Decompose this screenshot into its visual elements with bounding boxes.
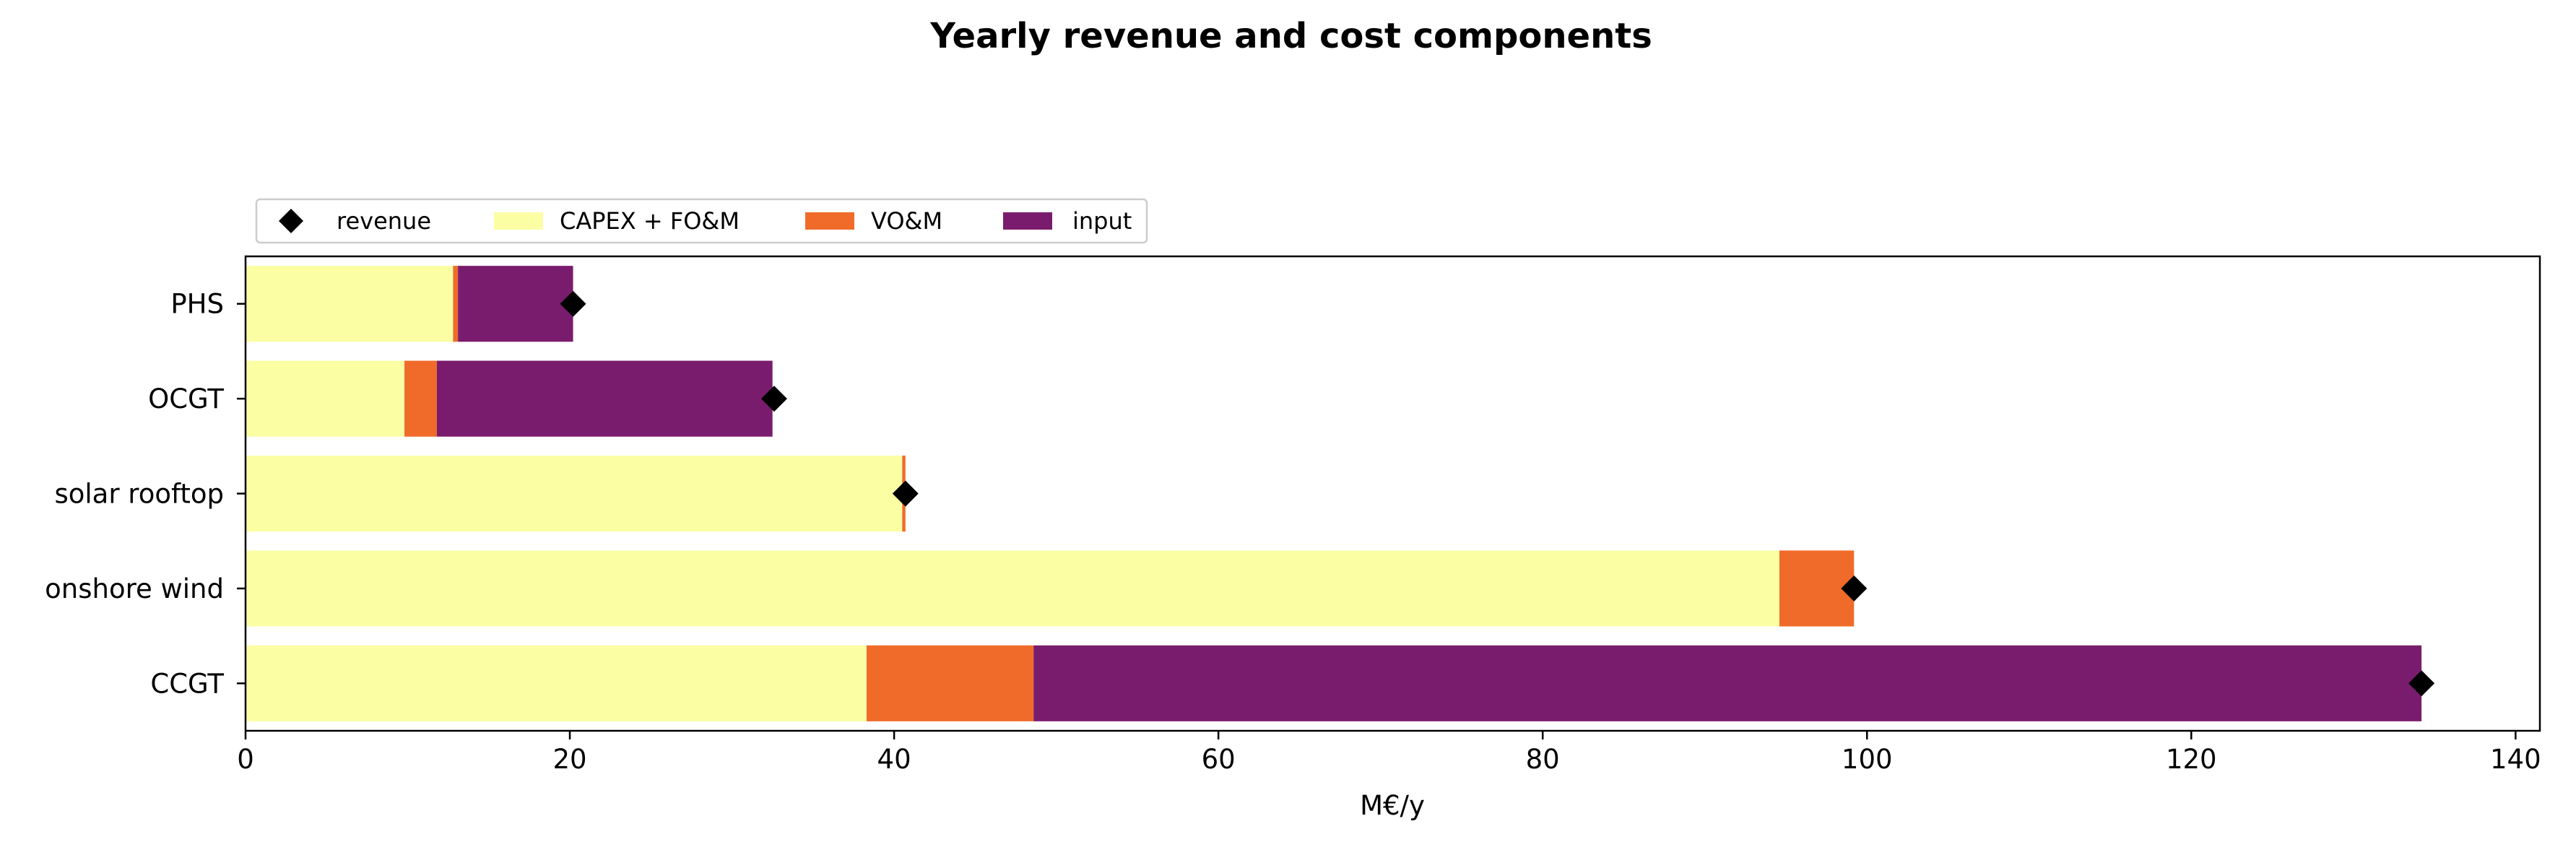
- legend-swatch-capex-fo-m: [494, 212, 543, 230]
- x-tick-label: 120: [2166, 744, 2217, 775]
- legend-label-vo-m: VO&M: [871, 207, 942, 235]
- legend-swatch-vo-m: [805, 212, 854, 230]
- bar-ccgt-capex-fo-m: [246, 645, 867, 721]
- x-axis-label: M€/y: [1360, 790, 1425, 821]
- x-tick-label: 20: [552, 744, 586, 775]
- bar-solar-rooftop-capex-fo-m: [246, 455, 903, 532]
- bar-phs-input: [458, 266, 573, 342]
- x-tick-label: 100: [1842, 744, 1893, 775]
- legend-label-revenue: revenue: [337, 207, 431, 235]
- y-axis: CCGT onshore wind solar rooftop OCGT PHS: [45, 289, 246, 699]
- x-tick-label: 60: [1202, 744, 1236, 775]
- bar-ocgt-vo-m: [404, 360, 437, 437]
- x-tick-label: 0: [237, 744, 254, 775]
- x-tick-label: 140: [2490, 744, 2541, 775]
- bar-phs-vo-m: [453, 266, 459, 342]
- revenue-marker-ocgt: [760, 386, 787, 412]
- bar-ccgt-input: [1033, 645, 2422, 721]
- legend-label-capex-fo-m: CAPEX + FO&M: [560, 207, 740, 235]
- y-tick-label-ocgt: OCGT: [148, 383, 224, 415]
- y-tick-label-solar-rooftop: solar rooftop: [54, 479, 224, 510]
- y-tick-label-onshore-wind: onshore wind: [45, 573, 224, 604]
- bar-ccgt-vo-m: [866, 645, 1034, 721]
- revenue-marker-solar-rooftop: [892, 480, 919, 507]
- legend-frame: [255, 198, 1148, 244]
- legend: revenue CAPEX + FO&M VO&M input: [255, 198, 1148, 244]
- legend-label-input: input: [1072, 207, 1132, 235]
- legend-swatch-input: [1003, 212, 1052, 230]
- revenue-marker-ccgt: [2408, 670, 2435, 697]
- chart-title: Yearly revenue and cost components: [929, 16, 1652, 56]
- bar-ocgt-capex-fo-m: [246, 360, 405, 437]
- bar-ocgt-input: [436, 360, 773, 437]
- y-tick-label-phs: PHS: [170, 289, 224, 320]
- x-axis: 0 20 40 60 80 100 120 140: [237, 731, 2541, 775]
- revenue-markers-group: [560, 290, 2435, 697]
- revenue-marker-onshore-wind: [1841, 575, 1868, 602]
- bar-phs-capex-fo-m: [246, 266, 454, 342]
- x-tick-label: 40: [877, 744, 911, 775]
- legend-swatch-revenue: [279, 209, 303, 233]
- bars-group: [246, 266, 2422, 721]
- bar-onshore-wind-capex-fo-m: [246, 550, 1779, 627]
- x-tick-label: 80: [1526, 744, 1560, 775]
- revenue-marker-phs: [560, 290, 586, 317]
- y-tick-label-ccgt: CCGT: [150, 668, 224, 699]
